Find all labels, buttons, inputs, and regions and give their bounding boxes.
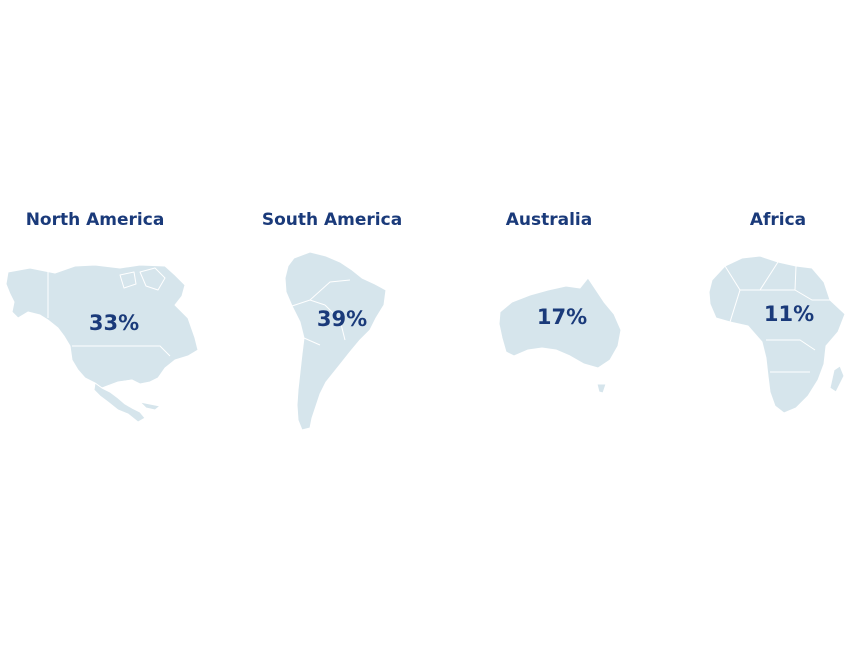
region-value: 33% — [88, 311, 140, 335]
region-value: 17% — [536, 305, 588, 329]
region-value: 39% — [316, 307, 368, 331]
region-title: South America — [261, 210, 403, 230]
region-title: North America — [25, 210, 165, 230]
region-title: Australia — [505, 210, 593, 230]
region-title: Africa — [749, 210, 807, 230]
region-value: 11% — [763, 302, 815, 326]
